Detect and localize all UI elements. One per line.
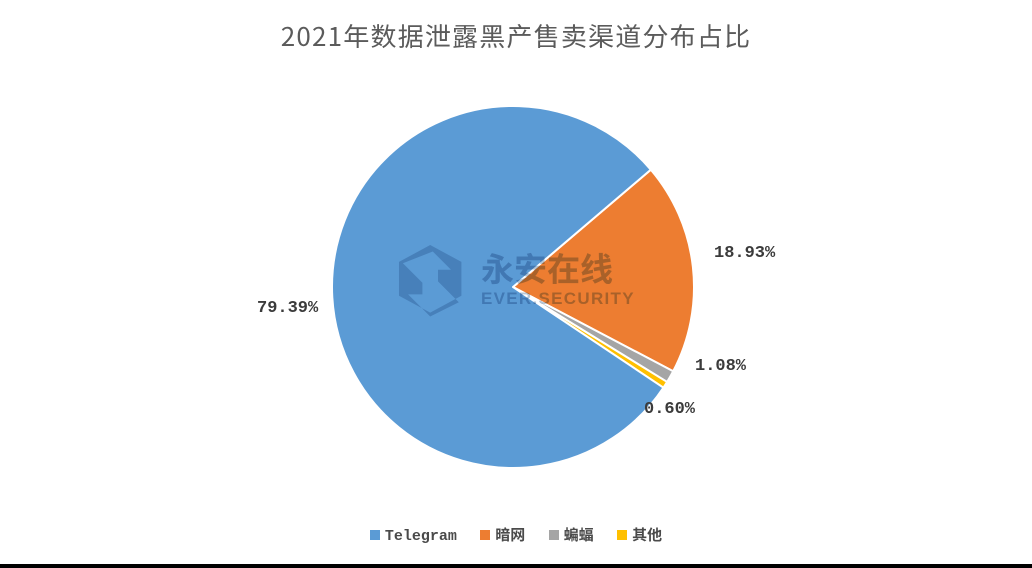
svg-text:EVER.SECURITY: EVER.SECURITY xyxy=(481,289,635,308)
svg-text:永安在线: 永安在线 xyxy=(481,243,613,291)
